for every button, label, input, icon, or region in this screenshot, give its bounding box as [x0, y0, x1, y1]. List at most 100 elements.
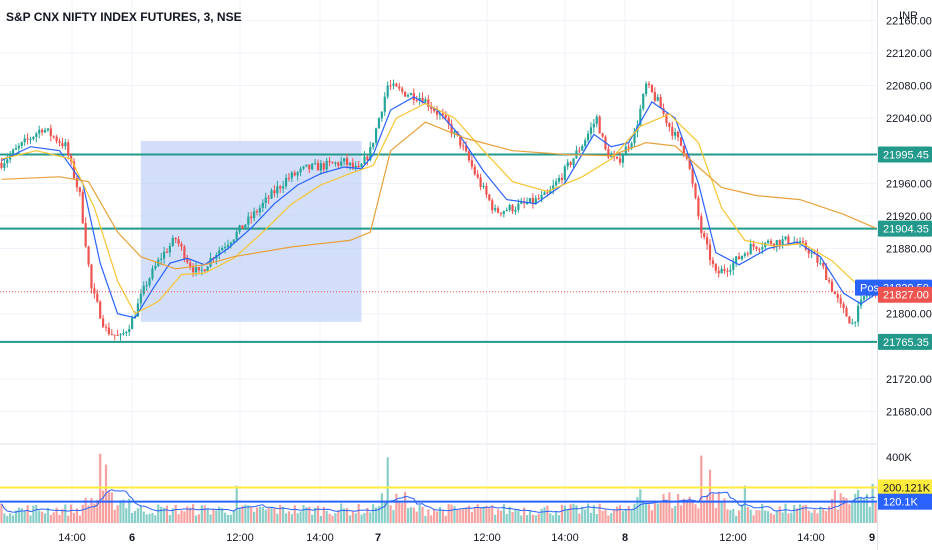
candle-body [804, 242, 807, 250]
volume-bar [494, 514, 497, 523]
candle-body [52, 136, 55, 138]
volume-bar [43, 513, 47, 523]
candle-body [610, 155, 613, 158]
volume-bar [293, 505, 296, 523]
candle-body [99, 301, 102, 319]
volume-bar [64, 504, 67, 523]
volume-bar [662, 494, 665, 523]
candle-body [581, 146, 584, 151]
volume-bar [499, 510, 503, 523]
moving-averages [1, 96, 876, 319]
candle-body [653, 92, 656, 101]
volume-bar [168, 515, 171, 523]
candle-body [520, 201, 523, 204]
candle-body [322, 163, 325, 170]
volume-bar [525, 515, 529, 523]
volume-bar [154, 515, 157, 523]
candle-body [221, 248, 224, 251]
volume-bar [476, 504, 479, 523]
time-tick-label: 12:00 [719, 532, 747, 544]
candle-body [572, 158, 575, 166]
candle-body [107, 327, 111, 335]
volume-bar [848, 504, 851, 523]
volume-bar [610, 513, 613, 523]
volume-bar [642, 500, 645, 523]
candle-body [180, 243, 183, 247]
volume-bar [46, 507, 50, 523]
volume-bar [433, 509, 436, 523]
candle-body [737, 256, 741, 260]
highlight-box[interactable] [140, 140, 362, 322]
volume-bar [421, 506, 424, 523]
volume-bar [319, 515, 322, 523]
candle-body [508, 205, 511, 211]
price-tick-label: 22160.00 [886, 15, 932, 27]
volume-bar [186, 506, 189, 523]
volume-bar [749, 509, 752, 523]
candle-body [75, 178, 79, 188]
volume-bar [720, 502, 723, 523]
volume-bar [862, 498, 866, 523]
volume-bar [20, 508, 23, 523]
volume-bar [563, 505, 566, 523]
volume-bar [845, 498, 848, 523]
candle-body [38, 129, 41, 134]
volume-bar [633, 503, 636, 523]
post-badge-text: Post [860, 283, 882, 295]
candle-body [557, 177, 561, 182]
price-tick-label: 21800.00 [886, 309, 932, 321]
volume-bar [528, 510, 532, 523]
volume-bar [801, 505, 805, 523]
volume-bar [624, 509, 627, 523]
volume-bar [427, 509, 430, 523]
volume-bar [366, 507, 369, 523]
volume-level-tag-text: 120.1K [883, 497, 919, 509]
candle-body [87, 246, 90, 265]
price-axis[interactable]: 22160.00 22120.00 22080.00 22040.00 21960.00… [877, 0, 932, 550]
candle-body [723, 268, 726, 271]
volume-bar [252, 511, 256, 523]
candle-body [168, 245, 171, 253]
horizontal-levels[interactable] [0, 153, 877, 343]
volume-bar [26, 505, 29, 523]
currency-label[interactable]: INR [899, 10, 918, 22]
volume-bar [52, 512, 55, 523]
volume-bar [784, 503, 787, 523]
volume-bar [197, 514, 201, 523]
candle-body [192, 267, 195, 273]
candle-body [186, 259, 189, 263]
volume-bar [377, 506, 381, 523]
candle-body [482, 185, 485, 188]
volume-bar [302, 505, 305, 523]
candle-body [433, 108, 436, 112]
candle-body [372, 142, 375, 148]
volume-bar [131, 512, 134, 523]
volume-bar [865, 494, 868, 523]
candle-body [459, 135, 462, 146]
candle-body [584, 140, 587, 147]
volume-bar [778, 506, 781, 523]
candle-body [682, 145, 685, 155]
candle-body [3, 163, 6, 168]
candle-body [418, 97, 421, 101]
time-axis[interactable]: 14:00 6 12:00 14:00 7 12:00 14:00 8 12:00 14:00 9 [58, 532, 875, 544]
candle-body [825, 266, 828, 281]
candle-body [726, 270, 729, 272]
volume-bar [810, 512, 813, 523]
volume-bar [305, 507, 308, 523]
volume-bar [316, 505, 320, 523]
candle-body [720, 268, 723, 274]
candle-body [470, 160, 473, 167]
candle-body [697, 197, 700, 217]
time-tick-label: 14:00 [797, 532, 825, 544]
time-tick-label: 12:00 [226, 532, 254, 544]
volume-level-tag: 120.1K [878, 493, 932, 510]
volume-bar [90, 497, 93, 523]
candle-body [464, 145, 468, 152]
volume-bar [453, 506, 456, 523]
candle-body [0, 162, 3, 168]
volume-bar [691, 500, 694, 523]
volume-bar [854, 493, 857, 523]
candle-body [462, 145, 465, 147]
